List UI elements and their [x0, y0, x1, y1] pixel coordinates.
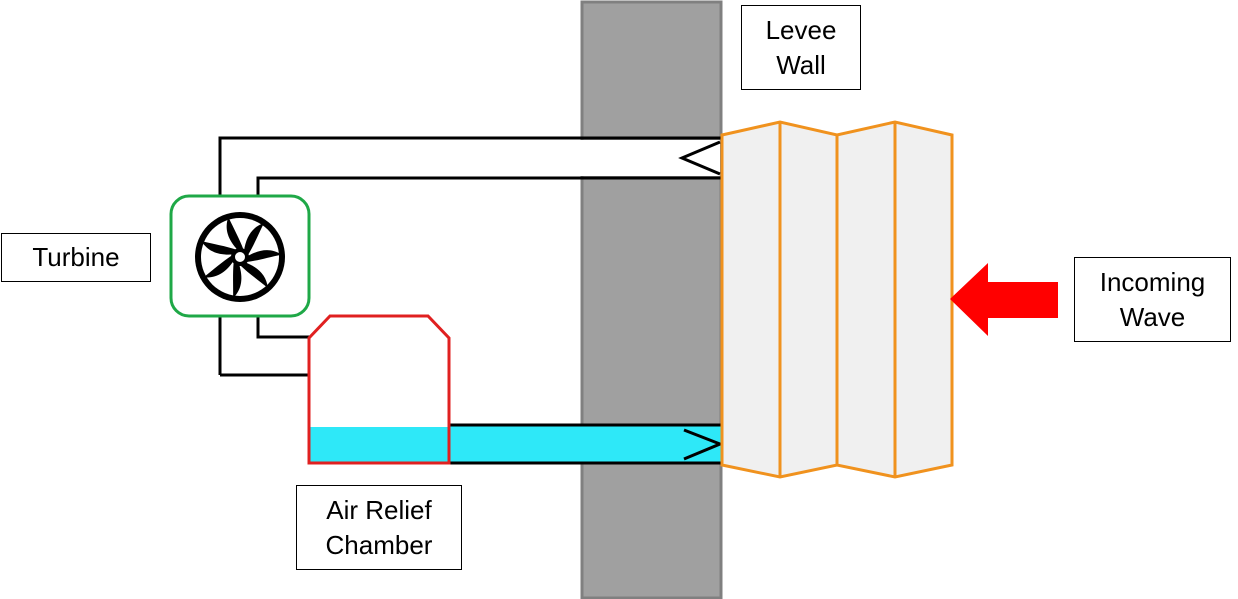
upper-air-pipe	[218, 136, 724, 375]
turbine-label: Turbine	[1, 233, 151, 282]
levee-wall-label: Levee Wall	[741, 5, 861, 90]
chamber-label-line-2: Chamber	[325, 529, 433, 560]
levee-label-line-2: Wall	[776, 49, 826, 80]
chamber-water	[310, 427, 448, 463]
turbine-label-text: Turbine	[32, 242, 120, 272]
upper-pipe-opening-arrow	[678, 140, 721, 176]
lower-water-pipe	[446, 423, 724, 465]
incoming-wave-label: Incoming Wave	[1074, 257, 1231, 342]
wave-label-line-2: Wave	[1119, 301, 1186, 332]
lower-pipe-opening-arrow	[683, 428, 725, 461]
turbine-chamber-connector	[256, 316, 310, 339]
incoming-wave-arrow	[950, 263, 1058, 336]
chamber-label-line-1: Air Relief	[326, 494, 432, 525]
air-relief-chamber	[307, 314, 451, 465]
incoming-wave-body	[720, 120, 954, 479]
levee-wall	[580, 0, 723, 599]
air-relief-chamber-label: Air Relief Chamber	[296, 485, 462, 570]
fan-icon	[195, 212, 285, 302]
levee-label-line-1: Levee	[765, 14, 837, 45]
wave-label-line-1: Incoming	[1099, 266, 1206, 297]
